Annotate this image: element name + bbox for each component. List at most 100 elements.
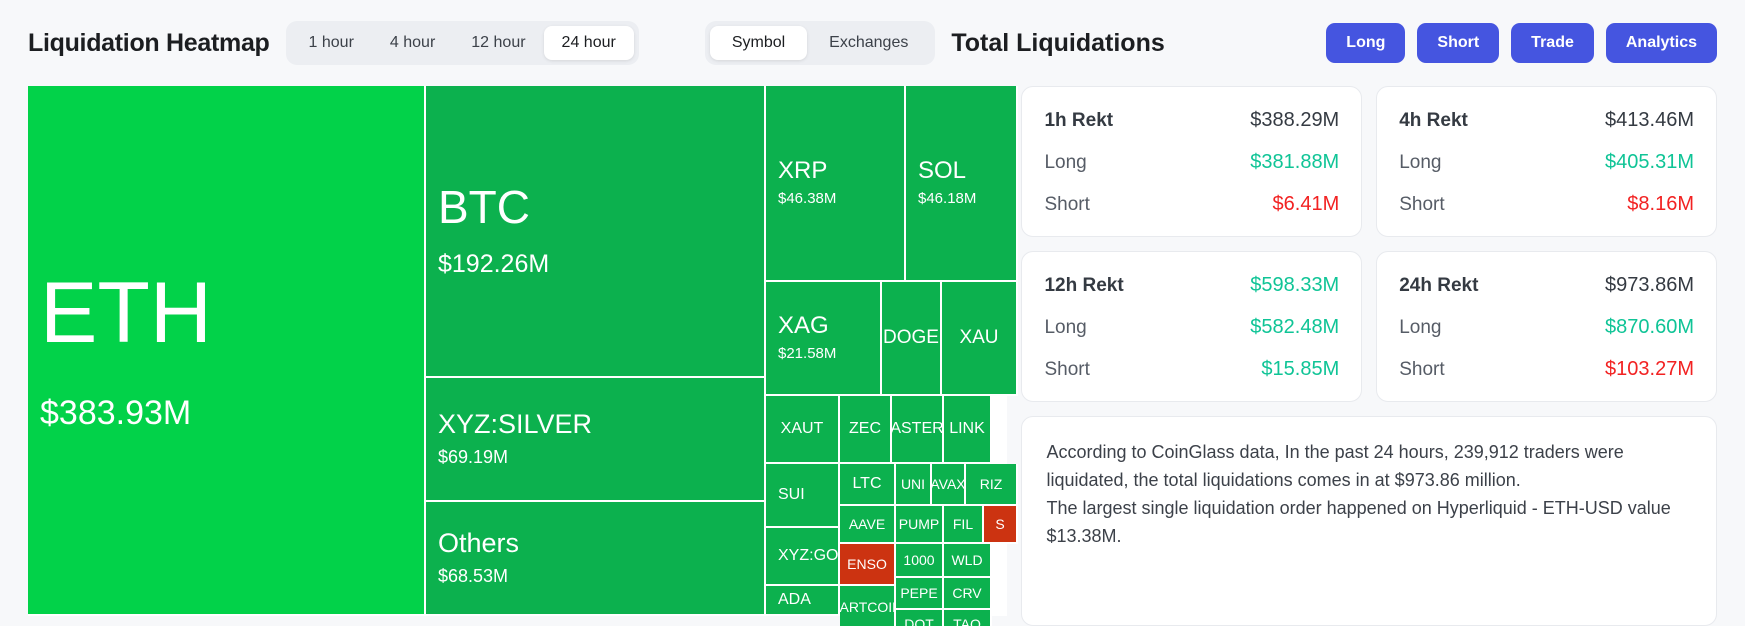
treemap-tile-symbol: FARTCOIN — [840, 599, 896, 615]
treemap-tile-crv[interactable]: CRV — [944, 578, 992, 610]
treemap-tile-eth[interactable]: ETH$383.93M — [28, 86, 426, 616]
total-liquidations-title: Total Liquidations — [951, 29, 1164, 58]
stat-label-short: Short — [1399, 359, 1444, 381]
treemap-tile-1000[interactable]: 1000 — [896, 544, 944, 578]
stat-row-period: 4h Rekt$413.46M — [1399, 109, 1694, 132]
stat-value-short: $8.16M — [1627, 193, 1694, 216]
stat-label-period: 4h Rekt — [1399, 110, 1468, 132]
treemap-tile-sol[interactable]: SOL $46.18M — [906, 86, 1018, 282]
treemap-tile-symbol: XRP — [778, 157, 892, 185]
treemap-tile-wld[interactable]: WLD — [944, 544, 992, 578]
treemap-tile-symbol: XAG — [778, 312, 868, 340]
treemap-tile-symbol: SOL — [918, 157, 1004, 185]
time-range-12-hour[interactable]: 12 hour — [453, 26, 543, 60]
treemap-tile-fartcoin[interactable]: FARTCOIN — [840, 586, 896, 626]
stat-row-short: Short$103.27M — [1399, 358, 1694, 381]
treemap-tile-symbol: ENSO — [847, 556, 887, 572]
treemap-tile-symbol: XYZ:SILVER — [438, 409, 752, 440]
treemap-tile-pepe[interactable]: PEPE — [896, 578, 944, 610]
stat-row-short: Short $15.85M — [1044, 358, 1339, 381]
treemap-tile-ada[interactable]: ADA — [766, 586, 840, 616]
treemap-tile-symbol: PEPE — [900, 585, 937, 601]
stat-label-period: 24h Rekt — [1399, 275, 1478, 297]
treemap-tile-enso[interactable]: ENSO — [840, 544, 896, 586]
liquidation-summary-card: According to CoinGlass data, In the past… — [1021, 416, 1717, 626]
summary-line: The largest single liquidation order hap… — [1046, 495, 1692, 551]
stat-value-period: $973.86M — [1605, 274, 1694, 297]
treemap-tile-value: $46.18M — [918, 189, 1004, 209]
treemap-tile-xaut[interactable]: XAUT — [766, 396, 840, 464]
treemap-tile-ltc[interactable]: LTC — [840, 464, 896, 506]
time-range-24-hour[interactable]: 24 hour — [544, 26, 634, 60]
treemap-tile-symbol: XAUT — [781, 420, 824, 438]
treemap-tile-xyz-gold[interactable]: XYZ:GOLD — [766, 528, 840, 586]
treemap-tile-pump[interactable]: PUMP — [896, 506, 944, 544]
treemap-tile-s[interactable]: S — [984, 506, 1018, 544]
stat-row-short: Short $8.16M — [1399, 193, 1694, 216]
stat-label-short: Short — [1044, 359, 1089, 381]
treemap-tile-symbol: LINK — [949, 420, 985, 438]
time-range-4-hour[interactable]: 4 hour — [372, 26, 453, 60]
treemap-tile-symbol: XYZ:GOLD — [778, 547, 826, 565]
time-range-selector[interactable]: 1 hour4 hour12 hour24 hour — [286, 21, 639, 65]
time-range-1-hour[interactable]: 1 hour — [291, 26, 372, 60]
treemap-tile-xyz-silver[interactable]: XYZ:SILVER $69.19M — [426, 378, 766, 502]
stat-value-long: $381.88M — [1250, 151, 1339, 174]
stat-card-row-top: 1h Rekt$388.29MLong$381.88MShort$6.41M4h… — [1021, 86, 1717, 237]
stat-label-long: Long — [1399, 152, 1441, 174]
treemap-tile-riz[interactable]: RIZ — [966, 464, 1018, 506]
treemap-tile-sui[interactable]: SUI — [766, 464, 840, 528]
stat-label-long: Long — [1044, 152, 1086, 174]
treemap-tile-avax[interactable]: AVAX — [932, 464, 966, 506]
stat-row-period: 12h Rekt$598.33M — [1044, 274, 1339, 297]
view-mode-symbol[interactable]: Symbol — [710, 26, 807, 60]
treemap-tile-symbol: SUI — [778, 486, 826, 504]
total-liquidations-panel: 1h Rekt$388.29MLong$381.88MShort$6.41M4h… — [1021, 86, 1717, 626]
treemap-tile-link[interactable]: LINK — [944, 396, 992, 464]
long-button[interactable]: Long — [1326, 23, 1405, 63]
treemap-tile-uni[interactable]: UNI — [896, 464, 932, 506]
treemap-tile-others[interactable]: Others$68.53M — [426, 502, 766, 616]
treemap-tile-aster[interactable]: ASTER — [892, 396, 944, 464]
stat-label-short: Short — [1044, 194, 1089, 216]
stat-value-long: $405.31M — [1605, 151, 1694, 174]
stat-value-long: $582.48M — [1250, 316, 1339, 339]
page-title: Liquidation Heatmap — [28, 29, 270, 58]
treemap-tile-tao[interactable]: TAO — [944, 610, 992, 626]
treemap-tile-doge[interactable]: DOGE — [882, 282, 942, 396]
treemap-tile-zec[interactable]: ZEC — [840, 396, 892, 464]
treemap-tile-symbol: RIZ — [980, 476, 1003, 492]
treemap-tile-symbol: PUMP — [899, 516, 939, 532]
stat-card-row-bottom: 12h Rekt$598.33M Long $582.48M Short $15.85M… — [1021, 251, 1717, 402]
treemap-tile-xau[interactable]: XAU — [942, 282, 1018, 396]
treemap-tile-value: $69.19M — [438, 446, 752, 469]
treemap-tile-symbol: BTC — [438, 181, 752, 234]
stat-row-period: 24h Rekt $973.86M — [1399, 274, 1694, 297]
treemap-tile-symbol: ADA — [778, 591, 826, 609]
treemap-tile-fil[interactable]: FIL — [944, 506, 984, 544]
stat-label-short: Short — [1399, 194, 1444, 216]
treemap-tile-symbol: AVAX — [932, 476, 966, 492]
treemap-tile-aave[interactable]: AAVE — [840, 506, 896, 544]
view-mode-selector[interactable]: SymbolExchanges — [705, 21, 936, 65]
treemap-tile-symbol: Others — [438, 528, 752, 559]
stat-value-short: $15.85M — [1261, 358, 1339, 381]
treemap-tile-value: $46.38M — [778, 189, 892, 209]
treemap-tile-symbol: WLD — [951, 552, 982, 568]
treemap-tile-xrp[interactable]: XRP $46.38M — [766, 86, 906, 282]
liquidation-treemap[interactable]: ETH$383.93MBTC$192.26M XYZ:SILVER $69.19M O… — [28, 86, 1007, 616]
analytics-button[interactable]: Analytics — [1606, 23, 1717, 63]
treemap-tile-dot[interactable]: DOT — [896, 610, 944, 626]
short-button[interactable]: Short — [1417, 23, 1499, 63]
treemap-tile-symbol: LTC — [852, 475, 881, 493]
header-action-buttons: Long Short Trade Analytics — [1326, 23, 1717, 63]
view-mode-exchanges[interactable]: Exchanges — [807, 26, 930, 60]
treemap-tile-btc[interactable]: BTC$192.26M — [426, 86, 766, 378]
treemap-tile-value: $383.93M — [40, 391, 412, 435]
stat-row-long: Long $381.88M — [1044, 151, 1339, 174]
stat-label-long: Long — [1044, 317, 1086, 339]
stat-row-long: Long $582.48M — [1044, 316, 1339, 339]
stat-value-period: $388.29M — [1250, 109, 1339, 132]
trade-button[interactable]: Trade — [1511, 23, 1594, 63]
treemap-tile-xag[interactable]: XAG$21.58M — [766, 282, 882, 396]
